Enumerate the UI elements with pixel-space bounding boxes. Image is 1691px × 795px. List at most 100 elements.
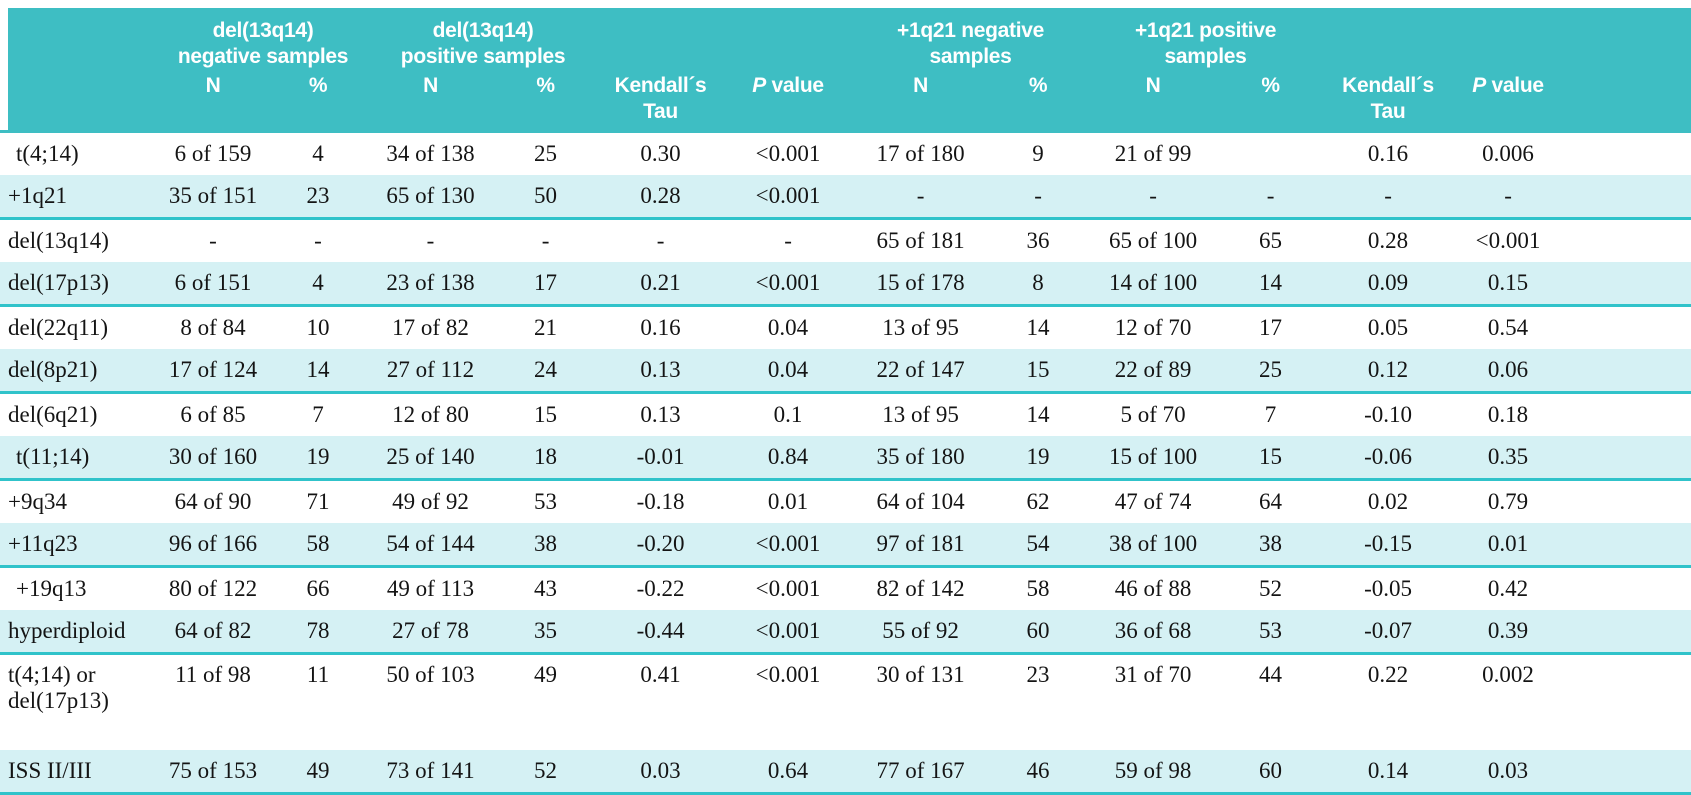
table-cell: 58: [1026, 576, 1050, 601]
table-cell: 36: [1026, 228, 1050, 253]
table-row: +19q13 80 of 122 66 49 of 113 43 -0.22 <0.001 8…: [0, 567, 1691, 611]
table-cell: 65: [1259, 228, 1283, 253]
table-cell: -: [541, 228, 550, 253]
table-cell: -: [853, 175, 989, 220]
table-cell: 50: [493, 175, 599, 220]
table-cell: 47 of 74: [1114, 489, 1192, 514]
table-cell: 0.35: [1453, 436, 1564, 481]
row-label: t(11;14): [0, 436, 158, 481]
table-cell: 0.04: [723, 349, 854, 394]
table-cell: 19: [988, 436, 1089, 481]
table-cell: 46: [988, 750, 1089, 795]
table-cell: <0.001: [723, 175, 854, 220]
table-cell: 0.18: [1487, 402, 1529, 427]
table-cell: 65 of 100: [1108, 228, 1198, 253]
table-cell: 4: [268, 262, 369, 307]
table-cell: 14: [1026, 402, 1050, 427]
group-1q21-positive: +1q21 positive samples: [1088, 8, 1324, 71]
table-cell: [1218, 133, 1323, 175]
table-cell: 46 of 88: [1114, 576, 1192, 601]
table-cell: 0.09: [1323, 262, 1454, 307]
table-cell: 75 of 153: [158, 750, 268, 795]
table-cell: 19: [268, 436, 369, 481]
table-cell: 52: [493, 750, 599, 795]
table-cell: 6 of 159: [174, 141, 252, 166]
col-p-value-2: P value: [1453, 71, 1564, 133]
header-spacer: [1563, 71, 1691, 133]
table-cell: 15: [988, 349, 1089, 394]
table-row: del(6q21) 6 of 85 7 12 of 80 15 0.13 0.1 13 of …: [0, 393, 1691, 437]
header-sub-row: N % N % Kendall´s Tau P value N % N % Ke…: [0, 71, 1691, 133]
table-cell: 62: [1026, 489, 1050, 514]
table-cell: 0.84: [723, 436, 854, 481]
table-cell: 14: [268, 349, 369, 394]
table-cell: -: [656, 228, 665, 253]
table-cell: 31 of 70: [1114, 662, 1192, 687]
table-cell: 60: [988, 610, 1089, 655]
table-cell: 21 of 99: [1114, 141, 1192, 166]
table-cell: 0.42: [1487, 576, 1529, 601]
table-cell: 53: [534, 489, 558, 514]
row-label: +1q21: [0, 175, 158, 220]
table-cell: -0.05: [1364, 576, 1412, 601]
table-cell: 0.16: [1367, 141, 1409, 166]
table-cell: 17 of 124: [158, 349, 268, 394]
group-1q21-negative: +1q21 negative samples: [853, 8, 1089, 71]
row-label: del(8p21): [0, 349, 158, 394]
table-cell: 22 of 89: [1088, 349, 1219, 394]
group-del13q14-positive: del(13q14) positive samples: [368, 8, 599, 71]
table-cell: 23 of 138: [368, 262, 494, 307]
table-cell: 64 of 90: [174, 489, 252, 514]
table-cell: 0.03: [1453, 750, 1564, 795]
table-cell: 14: [1218, 262, 1324, 307]
table-cell: 60: [1218, 750, 1324, 795]
table-cell: 13 of 95: [882, 315, 959, 340]
table-cell: <0.001: [723, 523, 854, 568]
table-cell: 18: [493, 436, 599, 481]
table-row: t(11;14) 30 of 160 19 25 of 140 18 -0.01 0.84 3…: [0, 436, 1691, 481]
row-spacer-cell: [1563, 175, 1691, 220]
table-cell: 6 of 85: [180, 402, 246, 427]
table-cell: 5 of 70: [1120, 402, 1186, 427]
table-cell: 59 of 98: [1088, 750, 1219, 795]
table-cell: 6 of 151: [158, 262, 268, 307]
table-cell: 30 of 131: [876, 662, 965, 687]
table-cell: 52: [1259, 576, 1283, 601]
table-row: +9q34 64 of 90 71 49 of 92 53 -0.18 0.01 64 of …: [0, 480, 1691, 524]
row-spacer-cell: [1563, 219, 1691, 263]
row-label: del(13q14): [8, 228, 109, 253]
table-cell: 8 of 84: [180, 315, 246, 340]
table-cell: 78: [268, 610, 369, 655]
table-cell: 0.12: [1323, 349, 1454, 394]
table-cell: -0.10: [1364, 402, 1412, 427]
table-cell: 0.41: [640, 662, 681, 687]
table-cell: 0.30: [640, 141, 681, 166]
table-cell: 0.02: [1367, 489, 1409, 514]
row-label: ISS II/III: [0, 750, 158, 795]
table-cell: 49: [268, 750, 369, 795]
row-label: hyperdiploid: [0, 610, 158, 655]
table-row: ISS II/III 75 of 153 49 73 of 141 52 0.03 0.64…: [0, 750, 1691, 795]
table-cell: 25: [1218, 349, 1324, 394]
row-spacer-cell: [1563, 480, 1691, 524]
row-label: del(22q11): [8, 315, 109, 340]
row-spacer-cell: [1563, 610, 1691, 655]
table-cell: 15: [534, 402, 558, 427]
table-cell: 0.64: [723, 750, 854, 795]
table-body: t(4;14) 6 of 159 4 34 of 138 25 0.30 <0.001 17 …: [0, 133, 1691, 795]
table-cell: 0.14: [1323, 750, 1454, 795]
table-cell: 0.01: [1453, 523, 1564, 568]
table-cell: 11: [306, 662, 330, 687]
table-cell: 25: [534, 141, 558, 166]
table-cell: 0.28: [598, 175, 724, 220]
table-cell: 27 of 78: [368, 610, 494, 655]
table-cell: 35 of 180: [853, 436, 989, 481]
table-cell: 50 of 103: [386, 662, 475, 687]
table-cell: -: [1088, 175, 1219, 220]
table-cell: 0.22: [1367, 662, 1409, 687]
table-cell: 80 of 122: [168, 576, 258, 601]
table-cell: <0.001: [1475, 228, 1541, 253]
table-cell: 0.15: [1453, 262, 1564, 307]
row-spacer-cell: [1563, 567, 1691, 611]
table-cell: 53: [1218, 610, 1324, 655]
